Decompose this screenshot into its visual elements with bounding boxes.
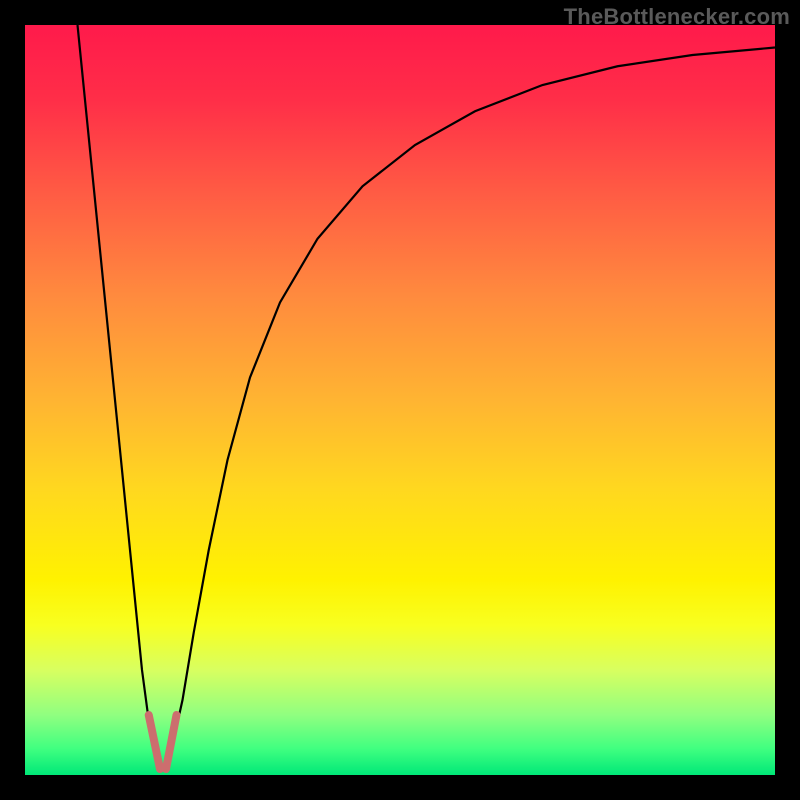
plot-area — [25, 25, 775, 775]
watermark-text: TheBottlenecker.com — [564, 4, 790, 30]
gradient-background — [25, 25, 775, 775]
chart-svg — [25, 25, 775, 775]
chart-container: TheBottlenecker.com — [0, 0, 800, 800]
